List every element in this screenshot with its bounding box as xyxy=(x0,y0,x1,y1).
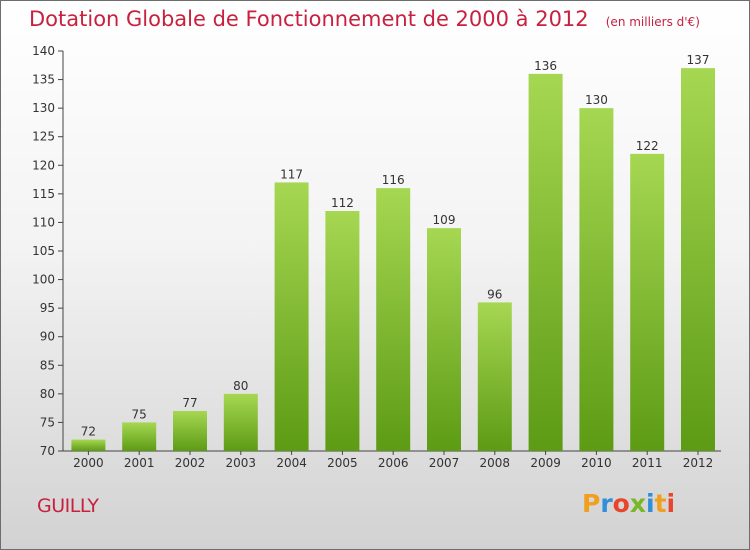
y-tick-label: 100 xyxy=(32,273,55,287)
x-tick-label: 2006 xyxy=(378,456,409,470)
bar xyxy=(528,73,563,451)
data-label: 136 xyxy=(534,59,557,73)
y-tick-label: 135 xyxy=(32,73,55,87)
bar xyxy=(630,153,665,451)
bar xyxy=(71,439,106,451)
y-tick-label: 80 xyxy=(40,387,55,401)
logo-letter: o xyxy=(612,489,630,518)
logo-letter: r xyxy=(600,489,613,518)
data-label: 80 xyxy=(233,379,248,393)
proxiti-logo: Proxiti xyxy=(582,489,675,518)
chart-unit: (en milliers d'€) xyxy=(605,15,700,29)
y-tick-label: 105 xyxy=(32,244,55,258)
bar xyxy=(681,68,715,452)
x-tick-label: 2008 xyxy=(480,456,511,470)
logo-letter: t xyxy=(654,489,667,518)
y-tick-label: 115 xyxy=(32,187,55,201)
data-label: 122 xyxy=(636,139,659,153)
y-tick-label: 85 xyxy=(40,358,55,372)
x-tick-label: 2004 xyxy=(276,456,307,470)
bar xyxy=(477,302,512,451)
y-tick-label: 95 xyxy=(40,301,55,315)
y-tick-label: 125 xyxy=(32,130,55,144)
data-label: 96 xyxy=(487,287,502,301)
data-label: 75 xyxy=(132,407,147,421)
data-label: 77 xyxy=(182,396,197,410)
y-tick-label: 75 xyxy=(40,415,55,429)
data-label: 137 xyxy=(687,53,710,67)
bar xyxy=(274,182,309,451)
y-tick-label: 90 xyxy=(40,330,55,344)
data-label: 109 xyxy=(433,213,456,227)
x-tick-label: 2012 xyxy=(683,456,714,470)
bar xyxy=(325,211,360,451)
y-tick-label: 120 xyxy=(32,158,55,172)
chart-title-text: Dotation Globale de Fonctionnement de 20… xyxy=(29,7,589,31)
x-tick-label: 2011 xyxy=(632,456,663,470)
logo-letter: i xyxy=(646,489,655,518)
chart-value-labels: 72 75 77 80 117 112 116 109 96 136 130 122 137 xyxy=(81,53,710,438)
commune-name: GUILLY xyxy=(37,495,99,517)
x-tick-label: 2000 xyxy=(73,456,104,470)
data-label: 117 xyxy=(280,167,303,181)
y-tick-label: 70 xyxy=(40,444,55,458)
bar xyxy=(376,188,411,451)
bar xyxy=(579,108,614,452)
x-tick-label: 2002 xyxy=(175,456,206,470)
y-tick-label: 110 xyxy=(32,215,55,229)
data-label: 72 xyxy=(81,425,96,439)
x-tick-label: 2010 xyxy=(581,456,612,470)
chart-bars xyxy=(71,68,715,452)
x-tick-label: 2003 xyxy=(226,456,257,470)
data-label: 116 xyxy=(382,173,405,187)
data-label: 112 xyxy=(331,196,354,210)
bar xyxy=(122,422,157,451)
logo-letter: P xyxy=(582,489,601,518)
bar xyxy=(173,411,207,451)
bar xyxy=(223,393,258,451)
x-tick-label: 2009 xyxy=(530,456,561,470)
x-tick-label: 2001 xyxy=(124,456,155,470)
bar xyxy=(427,228,461,451)
y-tick-label: 130 xyxy=(32,101,55,115)
data-label: 130 xyxy=(585,93,608,107)
logo-letter: x xyxy=(629,489,646,518)
x-tick-label: 2007 xyxy=(429,456,460,470)
y-tick-label: 140 xyxy=(32,44,55,58)
chart-axes: 70 75 80 85 90 95 100 105 110 115 120 125 130 135 140 2… xyxy=(32,44,721,470)
logo-letter: i xyxy=(666,489,676,518)
x-tick-label: 2005 xyxy=(327,456,358,470)
chart-title: Dotation Globale de Fonctionnement de 20… xyxy=(29,7,700,31)
